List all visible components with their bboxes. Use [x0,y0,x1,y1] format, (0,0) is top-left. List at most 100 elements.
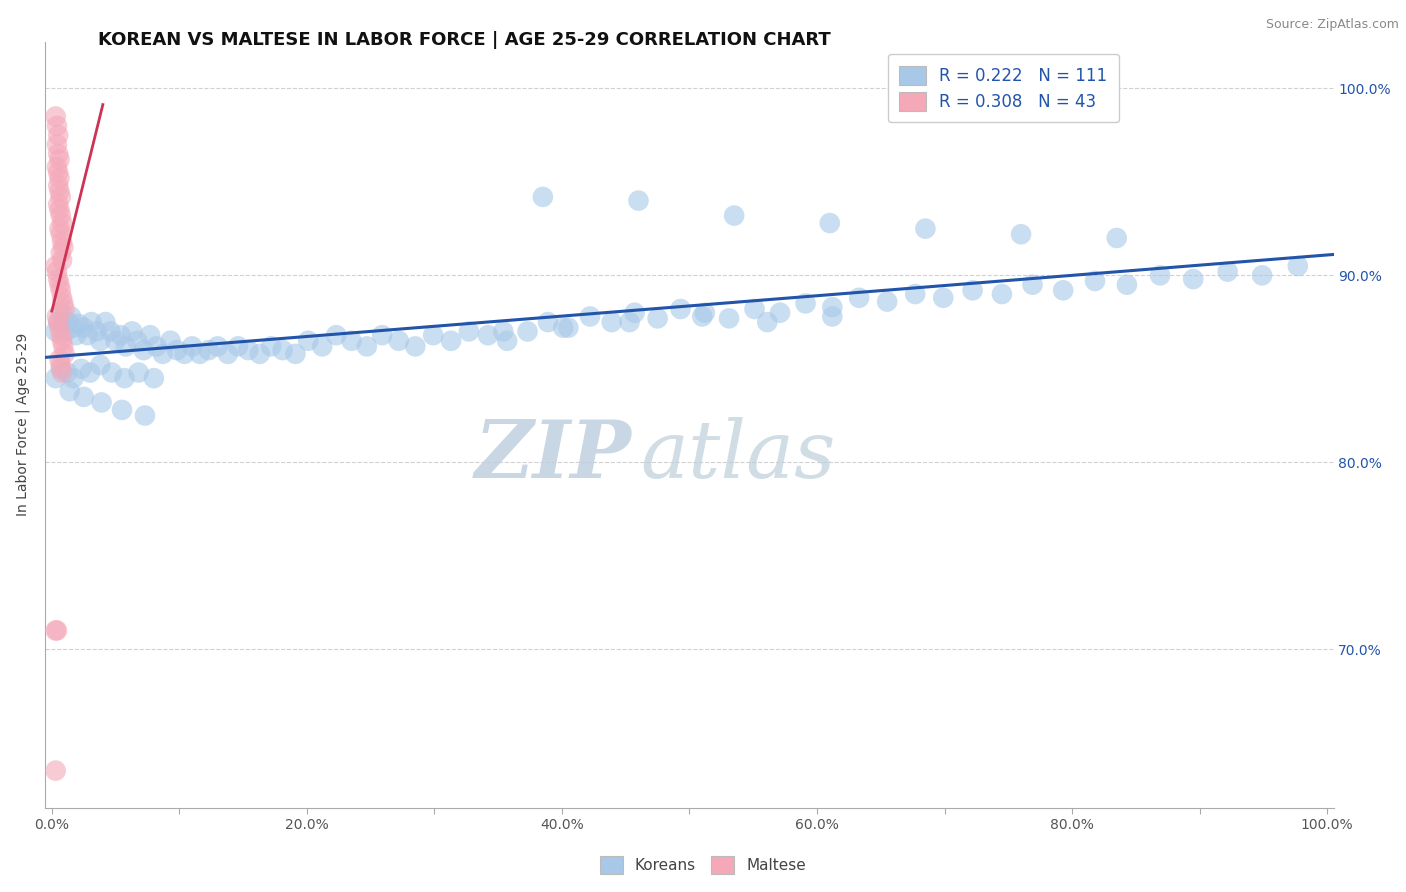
Point [49,361,72,376]
Point [128,366,150,380]
Y-axis label: In Labor Force | Age 25-29: In Labor Force | Age 25-29 [15,334,30,516]
Point [181,339,204,353]
Point [1182,272,1205,286]
Point [904,287,927,301]
Point [457,325,479,339]
Point [197,343,219,358]
Point [600,315,623,329]
Point [249,347,271,361]
Point [52,296,75,310]
Point [45,259,67,273]
Point [579,310,602,324]
Point [516,325,538,339]
Point [1105,231,1128,245]
Point [53,347,76,361]
Point [1010,227,1032,242]
Point [46,160,69,174]
Point [371,328,394,343]
Point [769,306,792,320]
Point [1052,283,1074,297]
Legend: R = 0.222   N = 111, R = 0.308   N = 43: R = 0.222 N = 111, R = 0.308 N = 43 [887,54,1119,122]
Point [45,624,67,638]
Point [46,147,69,161]
Point [744,301,766,316]
Point [73,390,96,404]
Point [422,328,444,343]
Point [48,221,70,235]
Point [627,194,650,208]
Point [139,328,162,343]
Point [45,371,67,385]
Point [62,320,84,334]
Point [67,317,90,331]
Point [86,325,108,339]
Point [311,339,333,353]
Point [73,320,96,334]
Point [1251,268,1274,283]
Point [49,328,72,343]
Point [65,328,87,343]
Point [94,315,117,329]
Point [404,339,426,353]
Point [45,325,67,339]
Point [49,209,72,223]
Text: KOREAN VS MALTESE IN LABOR FORCE | AGE 25-29 CORRELATION CHART: KOREAN VS MALTESE IN LABOR FORCE | AGE 2… [98,31,831,49]
Point [101,366,124,380]
Point [48,153,70,167]
Point [46,315,69,329]
Point [58,315,80,329]
Point [89,358,111,372]
Point [46,310,69,324]
Point [1084,274,1107,288]
Point [821,310,844,324]
Point [1116,277,1139,292]
Point [104,334,127,348]
Point [690,310,713,324]
Point [284,347,307,361]
Point [48,277,70,292]
Point [821,300,844,314]
Point [114,371,136,385]
Point [89,334,111,348]
Text: Source: ZipAtlas.com: Source: ZipAtlas.com [1265,18,1399,31]
Point [56,366,79,380]
Point [818,216,841,230]
Point [188,347,211,361]
Point [70,361,93,376]
Point [80,315,103,329]
Point [134,409,156,423]
Point [623,306,645,320]
Point [537,315,560,329]
Point [49,306,72,320]
Point [51,216,73,230]
Point [991,287,1014,301]
Point [718,311,741,326]
Point [152,347,174,361]
Point [669,301,692,316]
Point [48,184,70,198]
Point [45,764,67,778]
Point [48,320,70,334]
Point [693,306,716,320]
Point [46,178,69,193]
Point [46,315,69,329]
Point [173,347,195,361]
Point [62,371,84,385]
Point [90,395,112,409]
Point [127,334,149,348]
Point [46,128,69,143]
Point [477,328,499,343]
Point [114,339,136,353]
Point [132,343,155,358]
Point [79,366,101,380]
Point [142,371,165,385]
Point [121,325,143,339]
Point [1216,265,1239,279]
Point [217,347,239,361]
Point [51,291,73,305]
Point [794,296,817,310]
Point [48,202,70,217]
Point [297,334,319,348]
Point [46,272,69,286]
Point [52,240,75,254]
